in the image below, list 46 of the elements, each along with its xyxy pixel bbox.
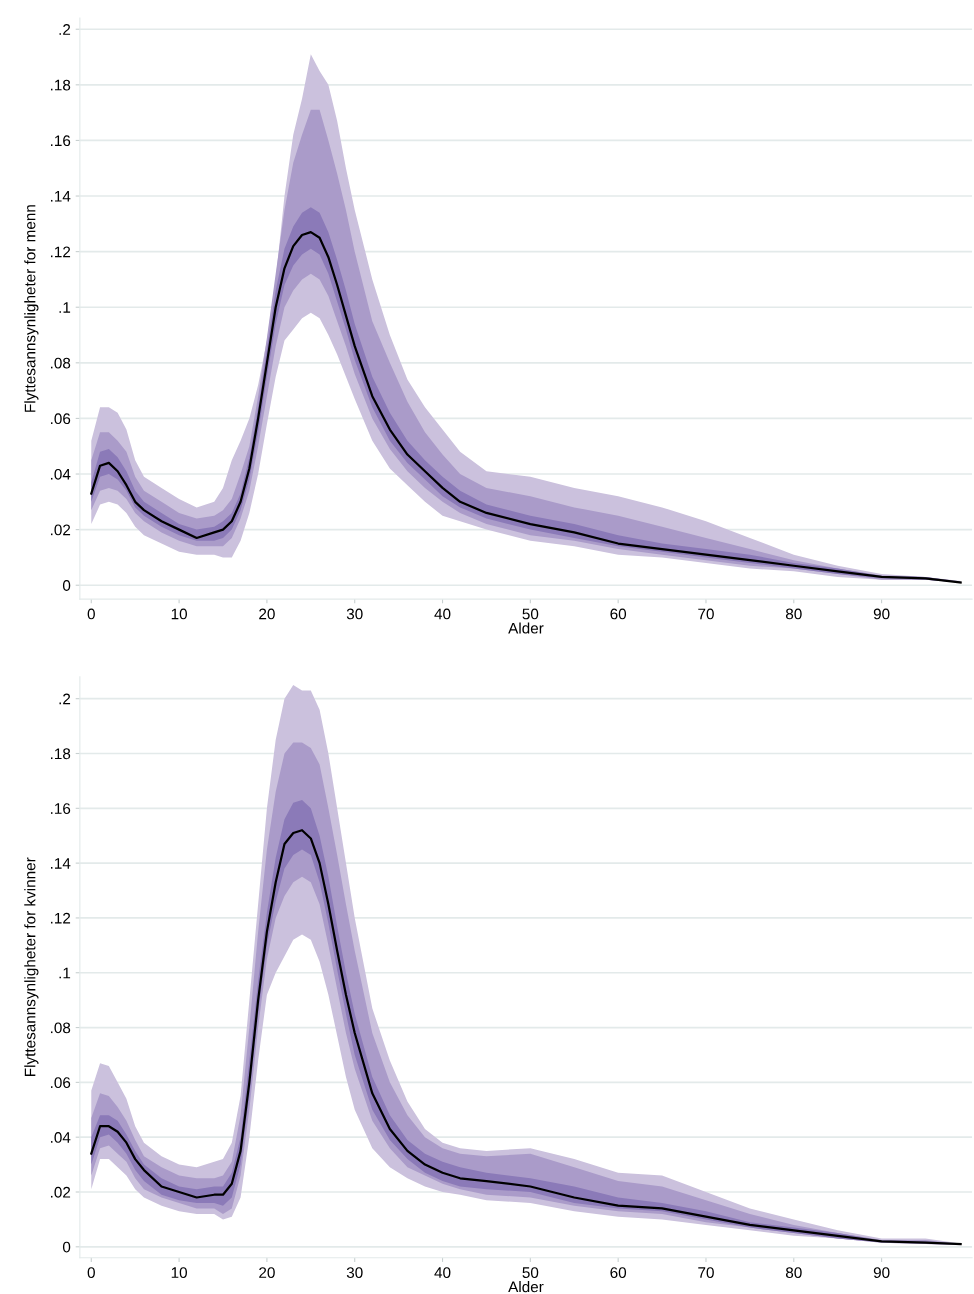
x-tick-label: 10 <box>171 1267 187 1279</box>
y-tick-label: .06 <box>51 413 71 425</box>
x-tick-label: 90 <box>873 1267 890 1279</box>
x-tick-label: 90 <box>873 608 890 620</box>
x-tick-label: 60 <box>610 608 627 620</box>
y-tick-label: .12 <box>51 246 71 258</box>
x-tick-label: 10 <box>171 608 187 620</box>
x-tick-label: 0 <box>87 608 95 620</box>
x-tick-label: 40 <box>434 608 451 620</box>
y-tick-label: .16 <box>51 803 71 814</box>
x-tick-label: 70 <box>698 608 714 620</box>
y-tick-label: .1 <box>59 302 71 313</box>
y-tick-label: 0 <box>62 1241 71 1253</box>
y-tick-label: .1 <box>59 967 71 979</box>
y-tick-label: .18 <box>51 79 71 91</box>
x-tick-label: 50 <box>522 608 539 620</box>
x-tick-label: 60 <box>610 1267 627 1279</box>
y-tick-label: .16 <box>51 135 71 147</box>
y-axis-title: Flyttesannsynligheter for menn <box>24 205 39 412</box>
y-tick-label: .04 <box>51 1132 71 1143</box>
x-tick-label: 20 <box>259 608 275 620</box>
y-tick-label: .14 <box>51 191 71 202</box>
x-tick-label: 80 <box>785 608 802 620</box>
x-tick-label: 30 <box>346 608 363 620</box>
y-tick-label: .04 <box>51 468 71 480</box>
y-tick-label: 0 <box>62 580 71 591</box>
y-tick-label: .12 <box>51 912 71 924</box>
x-tick-label: 40 <box>434 1267 451 1279</box>
y-tick-label: .2 <box>59 693 71 705</box>
x-tick-label: 20 <box>259 1267 275 1279</box>
y-tick-label: .2 <box>59 24 71 35</box>
y-tick-label: .08 <box>51 1022 71 1034</box>
y-tick-label: .14 <box>51 858 71 869</box>
y-tick-label: .02 <box>51 524 71 536</box>
x-axis-title: Alder <box>508 622 544 634</box>
x-tick-label: 30 <box>346 1267 363 1279</box>
y-axis-title: Flyttesannsynligheter for kvinner <box>24 857 39 1076</box>
y-tick-label: .08 <box>51 357 71 369</box>
x-tick-label: 50 <box>522 1267 539 1279</box>
x-tick-label: 0 <box>87 1267 95 1279</box>
x-tick-label: 80 <box>785 1267 802 1279</box>
y-tick-label: .06 <box>51 1077 71 1089</box>
x-axis-title: Alder <box>508 1281 544 1293</box>
y-tick-label: .02 <box>51 1186 71 1198</box>
y-tick-label: .18 <box>51 748 71 760</box>
x-tick-label: 70 <box>698 1267 714 1279</box>
